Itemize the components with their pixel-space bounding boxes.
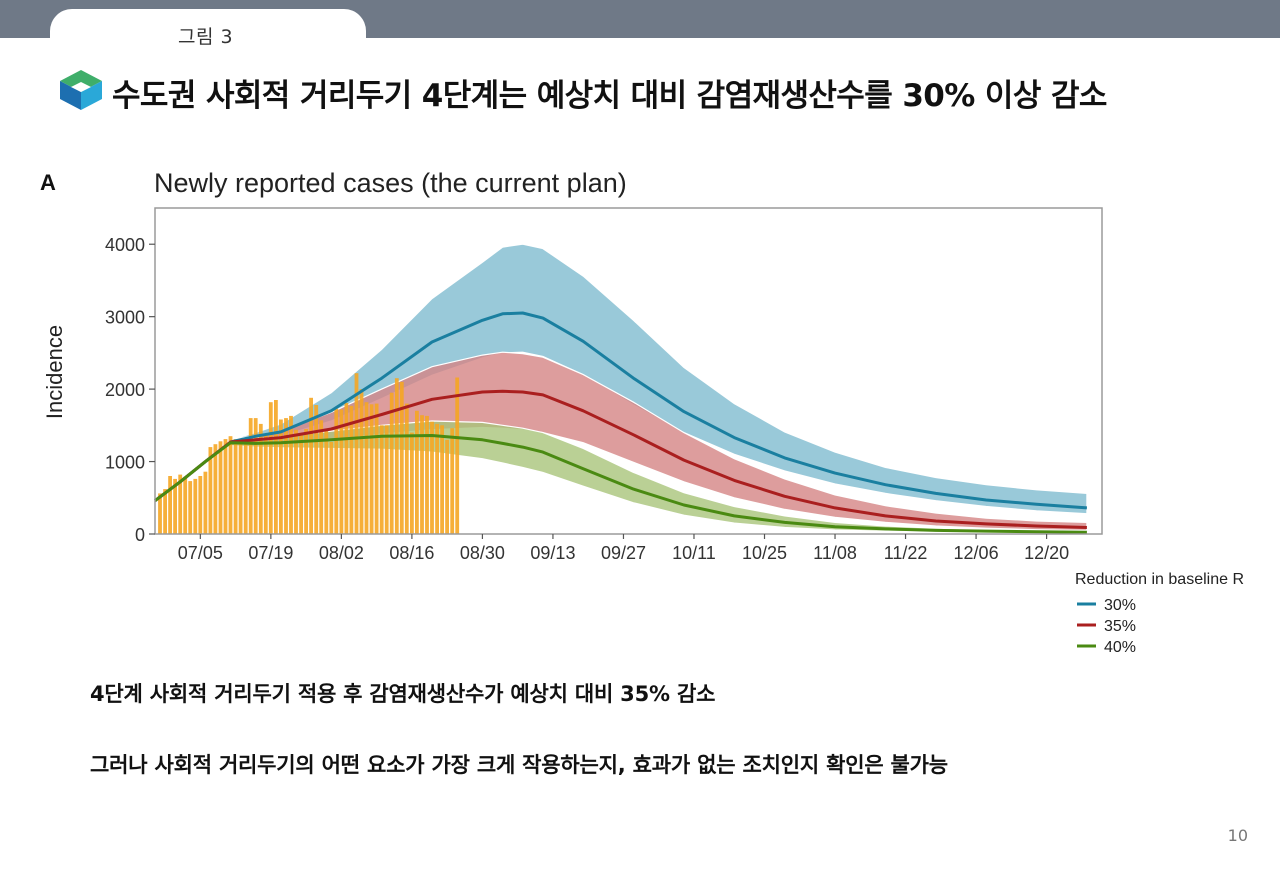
case-bar xyxy=(394,378,399,534)
x-tick-label: 10/25 xyxy=(742,543,787,563)
x-tick-label: 08/02 xyxy=(319,543,364,563)
y-tick-label: 1000 xyxy=(105,453,145,473)
case-bar xyxy=(279,419,283,534)
case-bar xyxy=(268,402,273,534)
legend-label: 30% xyxy=(1104,597,1136,614)
case-bar xyxy=(425,415,429,534)
x-tick-label: 10/11 xyxy=(672,543,716,563)
slide-title: 수도권 사회적 거리두기 4단계는 예상치 대비 감염재생산수를 30% 이상 … xyxy=(112,78,1107,114)
case-bar xyxy=(263,434,268,534)
case-bar xyxy=(369,404,374,534)
cube-logo-icon xyxy=(60,70,102,110)
case-bar xyxy=(203,471,208,534)
case-bar xyxy=(329,442,334,534)
case-bar xyxy=(314,405,319,534)
case-bar xyxy=(289,415,293,534)
case-bar xyxy=(384,425,389,534)
case-bar xyxy=(188,481,193,534)
case-bar xyxy=(440,425,444,534)
figure-tab-label: 그림 3 xyxy=(178,26,234,48)
case-bar xyxy=(344,402,349,534)
x-tick-label: 08/30 xyxy=(460,543,505,563)
case-bar xyxy=(274,400,278,534)
x-tick-label: 11/08 xyxy=(813,543,857,563)
y-tick-label: 4000 xyxy=(105,235,145,255)
case-bar xyxy=(253,418,258,534)
line-30pct xyxy=(154,311,1088,510)
panel-label: A xyxy=(40,170,56,195)
case-bar xyxy=(334,408,339,534)
case-bar xyxy=(243,442,248,534)
case-bar xyxy=(233,439,238,534)
x-tick-label: 07/19 xyxy=(248,543,293,563)
case-bar xyxy=(399,381,404,534)
figure-tab xyxy=(50,9,366,43)
case-bar xyxy=(349,405,354,534)
x-tick-label: 08/16 xyxy=(389,543,434,563)
x-tick-label: 12/20 xyxy=(1024,543,1069,563)
case-bar xyxy=(415,410,419,534)
case-bar xyxy=(183,476,188,534)
x-tick-label: 07/05 xyxy=(178,543,223,563)
case-bar xyxy=(163,489,167,534)
case-bar xyxy=(354,373,359,534)
case-bar xyxy=(193,478,198,534)
case-bar xyxy=(309,397,313,534)
case-bar xyxy=(248,418,253,534)
case-bar xyxy=(198,476,203,534)
case-bar xyxy=(299,435,303,534)
case-bar xyxy=(450,428,455,534)
x-tick-label: 09/13 xyxy=(530,543,575,563)
x-tick-label: 09/27 xyxy=(601,543,646,563)
case-bar xyxy=(228,436,233,534)
y-tick-label: 2000 xyxy=(105,380,145,400)
y-axis-label: Incidence xyxy=(42,325,67,419)
case-bar xyxy=(404,403,409,534)
case-bar xyxy=(430,421,434,534)
case-bar xyxy=(455,377,460,534)
case-bar xyxy=(410,432,414,534)
case-bar xyxy=(294,429,298,534)
case-bar xyxy=(359,389,364,534)
x-tick-label: 11/22 xyxy=(884,543,928,563)
y-tick-label: 3000 xyxy=(105,308,145,328)
case-bar xyxy=(420,415,424,534)
case-bar xyxy=(339,409,344,534)
case-bar xyxy=(258,423,263,534)
case-bar xyxy=(304,429,308,534)
case-bar xyxy=(374,403,379,534)
case-bar xyxy=(208,447,213,534)
case-bar xyxy=(178,474,183,534)
case-bar xyxy=(445,439,449,534)
bullet-text-2: 그러나 사회적 거리두기의 어떤 요소가 가장 크게 작용하는지, 효과가 없는… xyxy=(90,753,948,777)
plot-border xyxy=(154,207,1103,535)
case-bar xyxy=(379,425,384,534)
legend-label: 40% xyxy=(1104,639,1136,656)
case-bar xyxy=(364,402,369,534)
case-bar xyxy=(173,478,177,534)
legend-title: Reduction in baseline R xyxy=(1075,571,1244,588)
case-bar xyxy=(389,392,394,534)
case-bar xyxy=(324,431,329,534)
y-tick-label: 0 xyxy=(135,525,145,545)
case-bar xyxy=(284,418,288,534)
line-35pct xyxy=(154,389,1087,529)
case-bar xyxy=(168,476,172,534)
bullet-text-1: 4단계 사회적 거리두기 적용 후 감염재생산수가 예상치 대비 35% 감소 xyxy=(90,682,716,706)
case-bar xyxy=(435,423,439,534)
line-40pct xyxy=(154,434,1087,534)
case-bar xyxy=(223,439,228,534)
chart-title: Newly reported cases (the current plan) xyxy=(154,168,627,198)
page-number: 10 xyxy=(1227,826,1248,845)
case-bar xyxy=(213,444,218,534)
case-bar xyxy=(218,441,223,534)
legend-label: 35% xyxy=(1104,618,1136,635)
case-bar xyxy=(319,420,324,534)
case-bar xyxy=(158,493,162,534)
x-tick-label: 12/06 xyxy=(954,543,999,563)
case-bar xyxy=(238,444,243,534)
